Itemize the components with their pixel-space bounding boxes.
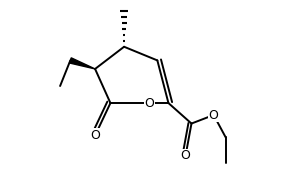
Text: O: O	[181, 149, 191, 162]
Text: O: O	[145, 96, 154, 110]
Text: O: O	[209, 109, 219, 121]
Text: O: O	[90, 129, 100, 142]
Polygon shape	[70, 58, 95, 69]
